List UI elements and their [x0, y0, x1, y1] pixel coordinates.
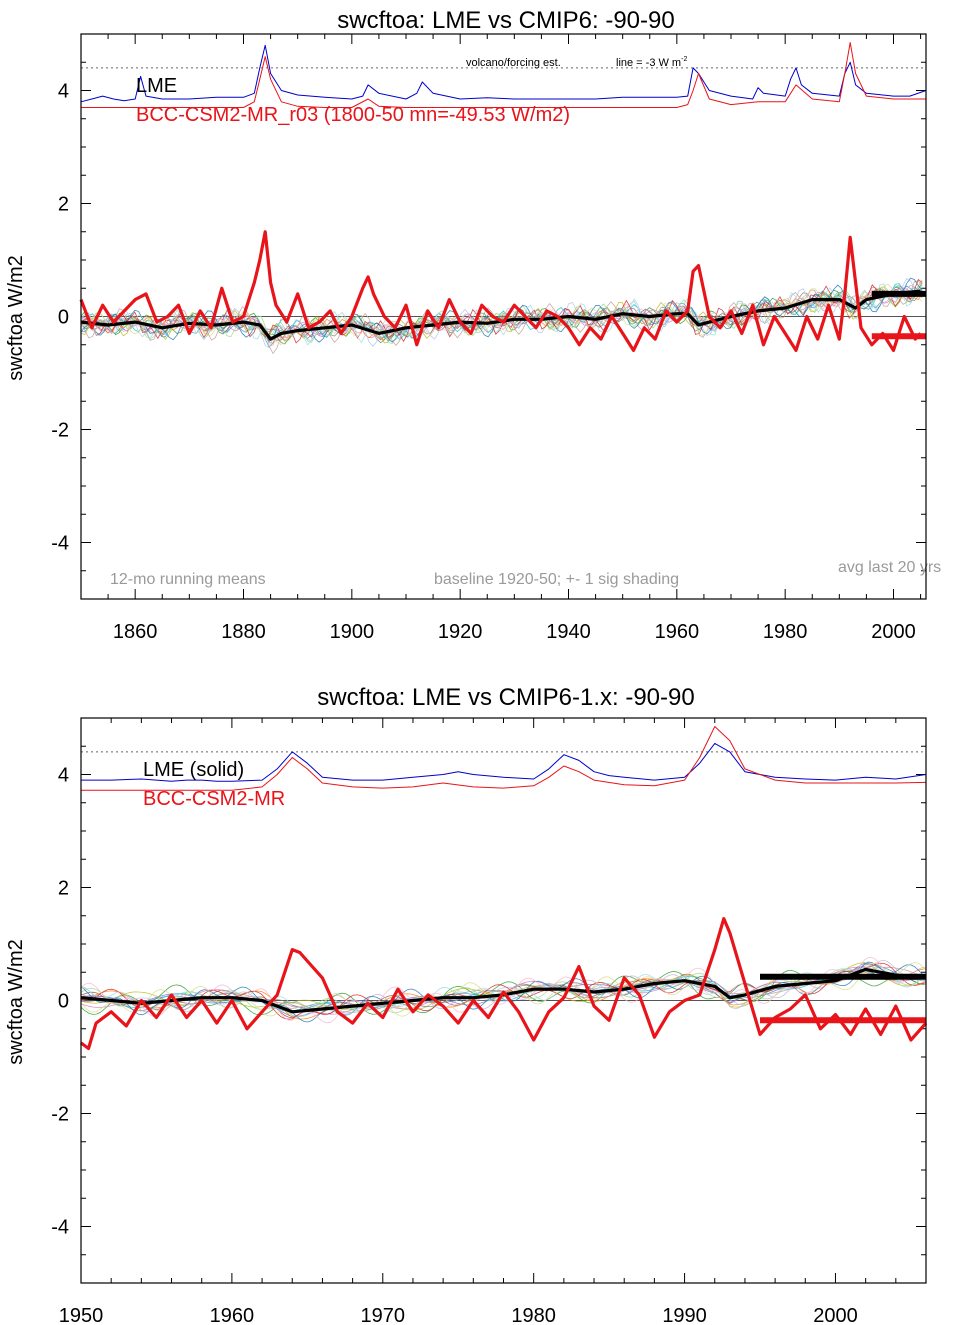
legend-bcc: BCC-CSM2-MR_r03 (1800-50 mn=-49.53 W/m2) — [136, 104, 570, 126]
ensemble-member-line — [80, 964, 927, 1018]
panel-bottom: swcftoa: LME vs CMIP6-1.x: -90-90 swcfto… — [5, 684, 928, 1325]
y-tick-label: 2 — [58, 194, 69, 216]
axis-ticks: -4 -2 0 2 4 1950 1960 1970 1980 1990 2000 — [51, 717, 927, 1325]
legend-lme: LME — [136, 75, 177, 97]
x-tick-label: 1900 — [330, 621, 375, 643]
ensemble-member-line — [80, 289, 923, 347]
x-tick-label: 1880 — [221, 621, 266, 643]
ensemble-member-line — [80, 970, 927, 1013]
x-tick-label: 1950 — [59, 1305, 104, 1325]
series-line-lme — [80, 967, 927, 1014]
baseline-note: baseline 1920-50; +- 1 sig shading — [434, 571, 679, 588]
legend-bcc: BCC-CSM2-MR — [143, 788, 285, 810]
ensemble-member-line — [80, 278, 923, 344]
y-tick-label: 4 — [58, 765, 69, 787]
chart-title: swcftoa: LME vs CMIP6: -90-90 — [337, 7, 674, 34]
ensemble-member-line — [80, 957, 927, 1024]
x-tick-label: 1980 — [511, 1305, 556, 1325]
ensemble-member-line — [80, 283, 923, 346]
series-line-bcc-csm2-mr — [80, 916, 928, 1051]
y-tick-label: -4 — [51, 533, 69, 555]
y-axis-label: swcftoa W/m2 — [5, 939, 27, 1065]
y-tick-label: 0 — [58, 307, 69, 329]
scale-label: line = -3 W m-2 — [616, 56, 687, 69]
y-tick-label: -2 — [51, 1104, 69, 1126]
series-line-lme-forcing — [80, 44, 927, 103]
x-tick-label: 1960 — [210, 1305, 255, 1325]
x-tick-label: 1960 — [655, 621, 700, 643]
series-line-bcc-forcing — [81, 42, 926, 108]
x-tick-label: 1860 — [113, 621, 158, 643]
x-tick-label: 1970 — [361, 1305, 406, 1325]
x-tick-label: 2000 — [871, 621, 916, 643]
chart-title: swcftoa: LME vs CMIP6-1.x: -90-90 — [317, 684, 694, 711]
volcano-label: volcano/forcing est. — [466, 57, 561, 69]
y-tick-label: 0 — [58, 991, 69, 1013]
plot-lines — [79, 42, 927, 355]
plot-lines — [80, 726, 928, 1051]
y-tick-label: 2 — [58, 878, 69, 900]
x-tick-label: 1990 — [662, 1305, 707, 1325]
plot-frame — [80, 33, 927, 600]
series-line-bcc-forcing — [81, 726, 927, 791]
x-tick-label: 1980 — [763, 621, 808, 643]
axis-ticks: -4 -2 0 2 4 1860 1880 1900 1920 1940 1960 1980 2000 — [51, 33, 926, 643]
plot-frame — [80, 717, 927, 1284]
series-line-lme-forcing — [81, 742, 927, 782]
avg-last-note: avg last 20 yrs — [838, 559, 941, 576]
series-line-lme — [80, 289, 921, 341]
y-tick-label: -4 — [51, 1217, 69, 1239]
x-tick-label: 1940 — [546, 621, 591, 643]
series-line-bcc-csm2-mr-r03 — [79, 230, 922, 352]
legend-lme: LME (solid) — [143, 759, 244, 781]
x-tick-label: 1920 — [438, 621, 483, 643]
y-tick-label: -2 — [51, 420, 69, 442]
x-tick-label: 2000 — [813, 1305, 858, 1325]
y-tick-label: 4 — [58, 81, 69, 103]
y-axis-label: swcftoa W/m2 — [5, 255, 27, 381]
running-means-note: 12-mo running means — [110, 571, 266, 588]
panel-top: swcftoa: LME vs CMIP6: -90-90 swcftoa W/… — [5, 7, 941, 643]
